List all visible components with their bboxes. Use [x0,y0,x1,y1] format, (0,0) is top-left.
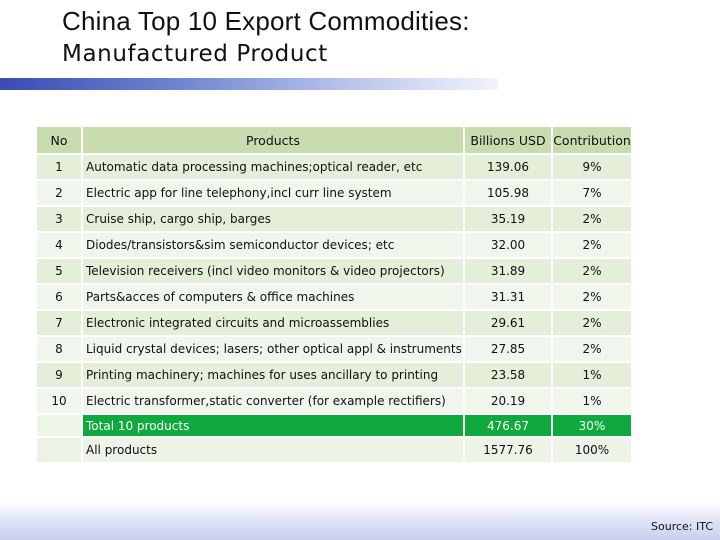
row-number: 2 [37,181,83,205]
row-contribution: 7% [582,186,602,200]
row-billions-usd: 105.98 [465,181,553,205]
row-contribution: 2% [582,316,602,330]
row-contribution: 9% [582,160,602,174]
table-row: 6 Parts&acces of computers & office mach… [37,285,631,311]
row-billions-usd: 31.89 [465,259,553,283]
row-number: 9 [37,363,83,387]
row-product: Liquid crystal devices; lasers; other op… [83,337,465,361]
all-products-contribution: 100% [574,443,610,457]
row-contribution: 2% [582,238,602,252]
table-header-row: No Products Billions USD Contribution [37,127,631,155]
table-row: 9 Printing machinery; machines for uses … [37,363,631,389]
total-billions-usd: 476.67 [465,415,553,436]
table-row: 4 Diodes/transistors&sim semiconductor d… [37,233,631,259]
row-contribution: 1% [582,368,602,382]
row-product: Printing machinery; machines for uses an… [83,363,465,387]
row-product: Cruise ship, cargo ship, barges [83,207,465,231]
row-billions-usd: 20.19 [465,389,553,413]
export-commodities-table: No Products Billions USD Contribution 1 … [37,127,631,464]
row-billions-usd: 35.19 [465,207,553,231]
all-products-billions-usd: 1577.76 [465,438,553,462]
header-billions-usd: Billions USD [465,127,553,153]
row-product: Electronic integrated circuits and micro… [83,311,465,335]
accent-gradient-bar [0,78,498,90]
row-product: Electric app for line telephony,incl cur… [83,181,465,205]
row-contribution: 2% [582,212,602,226]
header-products: Products [83,127,465,153]
table-row: 10 Electric transformer,static converter… [37,389,631,415]
total-label: Total 10 products [83,415,465,436]
row-product: Diodes/transistors&sim semiconductor dev… [83,233,465,257]
row-billions-usd: 32.00 [465,233,553,257]
row-product: Parts&acces of computers & office machin… [83,285,465,309]
header-contribution: Contribution [553,132,631,148]
footer-gradient-band [0,502,720,540]
header-no: No [37,127,83,153]
row-number: 6 [37,285,83,309]
row-product: Electric transformer,static converter (f… [83,389,465,413]
row-billions-usd: 23.58 [465,363,553,387]
row-billions-usd: 29.61 [465,311,553,335]
row-contribution: 2% [582,264,602,278]
row-contribution: 1% [582,394,602,408]
table-row: 5 Television receivers (incl video monit… [37,259,631,285]
table-row: 8 Liquid crystal devices; lasers; other … [37,337,631,363]
row-product: Television receivers (incl video monitor… [83,259,465,283]
all-products-label: All products [83,438,465,462]
all-row-spacer [37,438,83,462]
all-products-row: All products 1577.76 100% [37,438,631,464]
row-number: 5 [37,259,83,283]
total-contribution: 30% [553,415,631,436]
table-row: 1 Automatic data processing machines;opt… [37,155,631,181]
title-line-2: Manufactured Product [62,41,328,67]
row-contribution: 2% [582,290,602,304]
row-billions-usd: 27.85 [465,337,553,361]
row-billions-usd: 31.31 [465,285,553,309]
row-number: 1 [37,155,83,179]
row-number: 8 [37,337,83,361]
total-row-spacer [37,415,83,436]
table-row: 3 Cruise ship, cargo ship, barges 35.19 … [37,207,631,233]
source-note: Source: ITC [651,520,713,533]
table-row: 7 Electronic integrated circuits and mic… [37,311,631,337]
row-billions-usd: 139.06 [465,155,553,179]
row-product: Automatic data processing machines;optic… [83,155,465,179]
row-number: 7 [37,311,83,335]
table-row: 2 Electric app for line telephony,incl c… [37,181,631,207]
row-number: 10 [37,389,83,413]
row-contribution: 2% [582,342,602,356]
row-number: 4 [37,233,83,257]
slide-title: China Top 10 Export Commodities: Manufac… [62,8,470,66]
row-number: 3 [37,207,83,231]
total-10-products-row: Total 10 products 476.67 30% [37,415,631,438]
title-line-1: China Top 10 Export Commodities: [62,6,470,36]
